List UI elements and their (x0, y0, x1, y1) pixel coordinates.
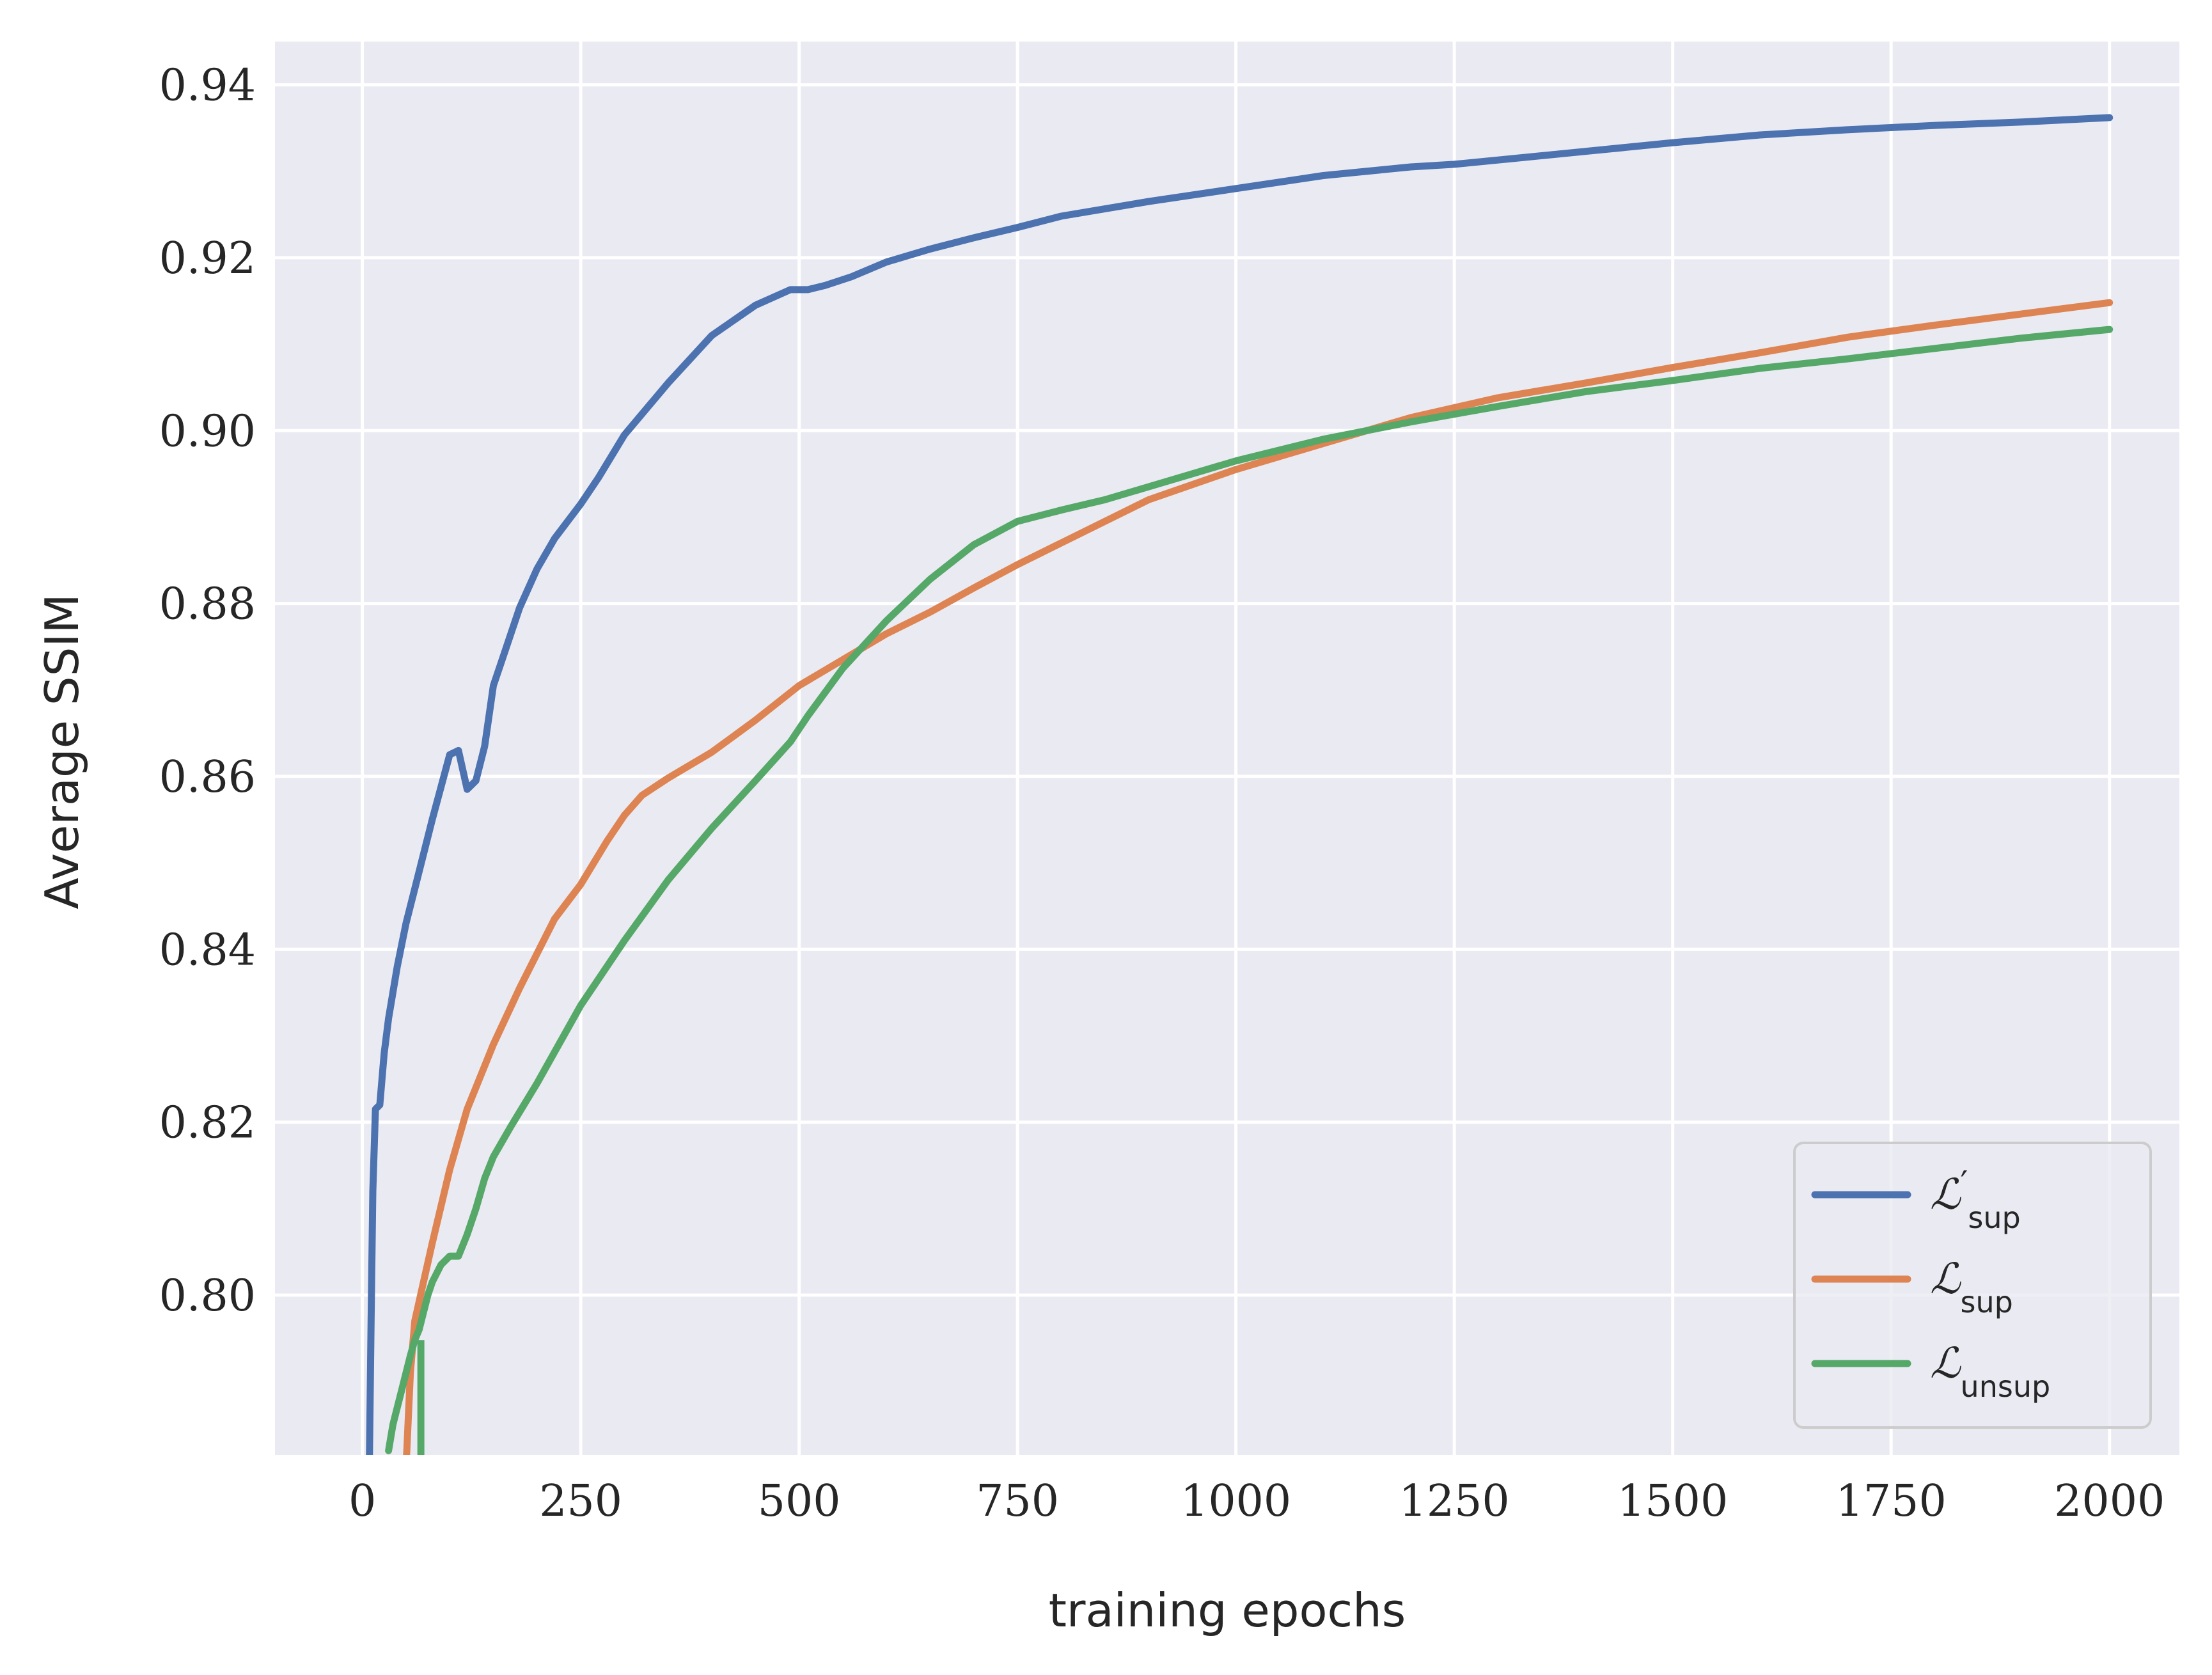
x-tick-label: 1250 (1399, 1476, 1510, 1527)
x-tick-label: 1000 (1181, 1476, 1291, 1527)
y-tick-label: 0.86 (159, 752, 256, 803)
x-tick-label: 250 (539, 1476, 622, 1527)
series-line-1 (403, 299, 2114, 1455)
y-tick-label: 0.82 (159, 1098, 256, 1149)
series-lines (366, 114, 2114, 1455)
legend: ℒ′sup ℒsup ℒunsup (1793, 1142, 2152, 1429)
x-tick-label: 2000 (2054, 1476, 2165, 1527)
tick-labels: 0 250 500 750 1000 1250 1500 1750 2000 0.80 0.82 0.… (159, 61, 2165, 1527)
y-tick-label: 0.90 (159, 406, 256, 457)
legend-box (1793, 1142, 2152, 1429)
y-tick-label: 0.80 (159, 1271, 256, 1321)
y-tick-label: 0.88 (159, 579, 256, 630)
x-tick-label: 500 (758, 1476, 841, 1527)
x-tick-label: 1750 (1836, 1476, 1947, 1527)
y-tick-label: 0.94 (159, 61, 256, 111)
legend-label-1: ℒsup (1930, 1254, 2013, 1319)
y-tick-label: 0.92 (159, 233, 256, 284)
x-tick-label: 0 (349, 1476, 376, 1527)
legend-label-0: ℒ′sup (1930, 1165, 2021, 1235)
legend-label-2: ℒunsup (1930, 1339, 2050, 1404)
x-axis-label: training epochs (1049, 1584, 1406, 1637)
series-line-2 (385, 326, 2114, 1454)
y-axis-label: Average SSIM (35, 594, 89, 909)
y-tick-label: 0.84 (159, 925, 256, 975)
x-tick-label: 750 (976, 1476, 1059, 1527)
series-line-0 (366, 114, 2114, 1455)
x-tick-label: 1500 (1617, 1476, 1728, 1527)
